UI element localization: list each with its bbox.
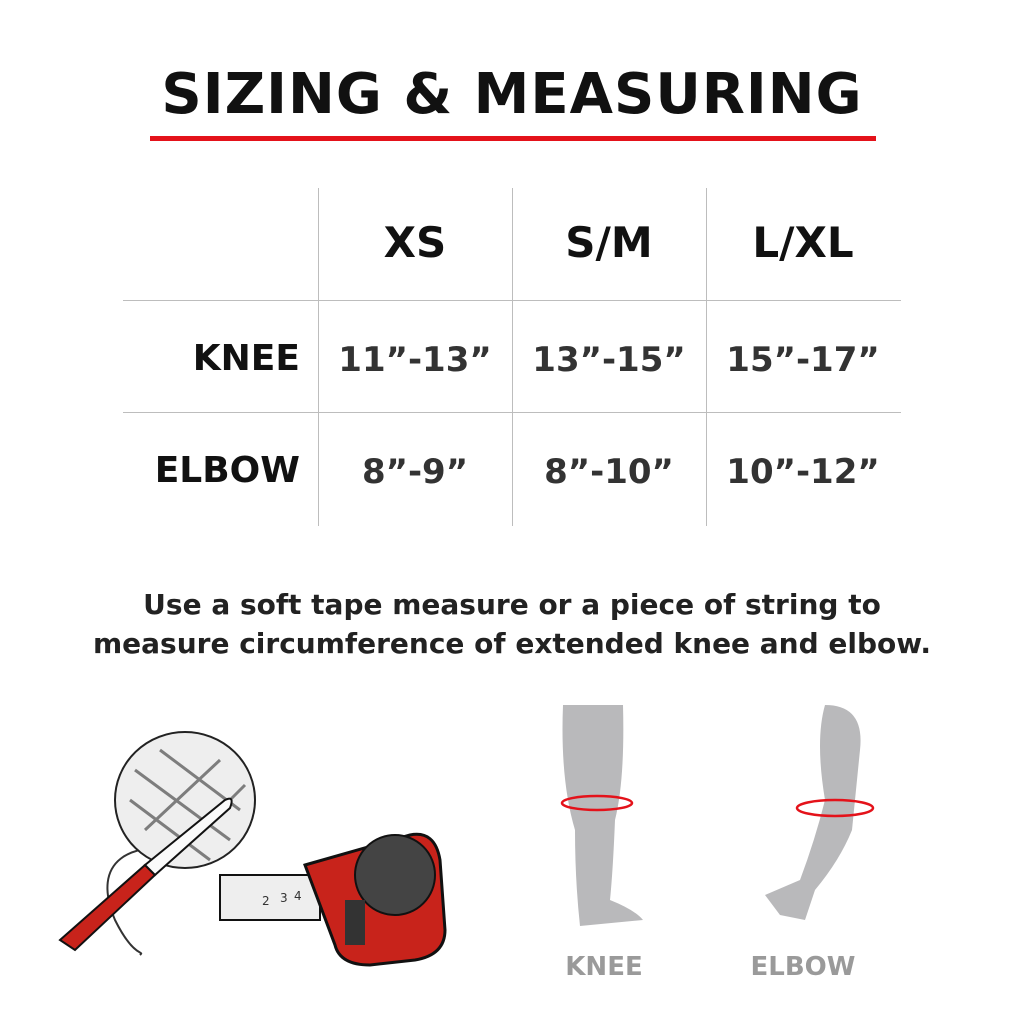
table-cell: 10”-12” [726, 452, 880, 492]
table-cell: 8”-9” [361, 452, 469, 492]
table-cell: 15”-17” [726, 340, 880, 380]
measure-loop-icon [560, 794, 634, 812]
table-cell: 8”-10” [544, 452, 674, 492]
elbow-arm-illustration [765, 705, 875, 920]
table-divider [318, 188, 319, 526]
instruction-line-2: measure circumference of extended knee a… [93, 627, 931, 660]
column-header-xs: XS [383, 218, 447, 267]
knee-leg-illustration [560, 705, 643, 926]
title-underline [150, 136, 876, 141]
row-label-knee: KNEE [192, 338, 300, 379]
tape-measure-icon: 2 3 4 [219, 832, 447, 967]
measure-loop-icon [795, 798, 875, 818]
page-title: SIZING & MEASURING [161, 62, 863, 127]
table-divider [512, 188, 513, 526]
instruction-line-1: Use a soft tape measure or a piece of st… [143, 588, 881, 621]
row-label-elbow: ELBOW [154, 450, 300, 491]
measuring-tools-illustration: 2 3 4 [58, 731, 447, 967]
marker-pen-icon [58, 797, 233, 952]
caption-elbow: ELBOW [750, 952, 856, 982]
table-divider [706, 188, 707, 526]
table-divider [123, 412, 901, 413]
tape-number: 3 [280, 891, 288, 905]
table-cell: 11”-13” [338, 340, 492, 380]
column-header-lxl: L/XL [752, 218, 854, 267]
caption-knee: KNEE [565, 952, 643, 982]
tape-number: 4 [294, 889, 302, 903]
tape-number: 2 [262, 894, 270, 908]
column-header-sm: S/M [565, 218, 653, 267]
table-cell: 13”-15” [532, 340, 686, 380]
table-divider [123, 300, 901, 301]
